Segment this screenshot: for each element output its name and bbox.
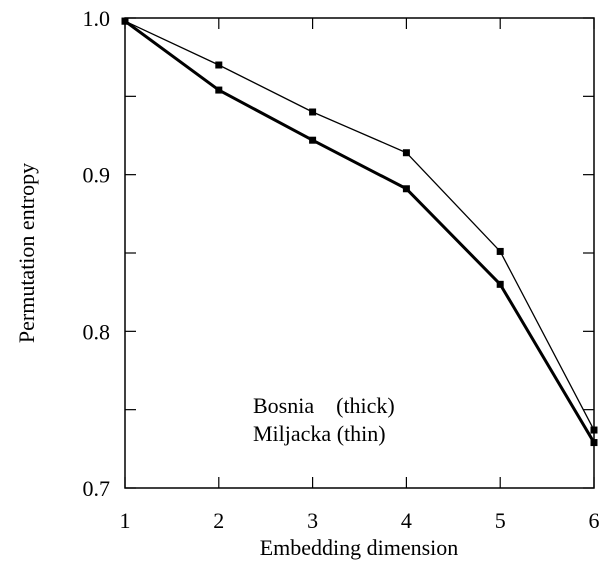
x-tick-label-1: 2 xyxy=(213,508,224,533)
point-bosnia-4 xyxy=(402,185,410,193)
x-tick-label-4: 5 xyxy=(495,508,506,533)
point-miljacka-2 xyxy=(215,61,223,69)
x-tick-label-3: 4 xyxy=(401,508,412,533)
legend-line-miljacka: Miljacka (thin) xyxy=(253,421,386,446)
point-miljacka-5 xyxy=(496,247,504,255)
point-bosnia-3 xyxy=(309,136,317,144)
point-bosnia-6 xyxy=(590,439,598,447)
legend-line-bosnia: Bosnia (thick) xyxy=(253,393,395,418)
series-group xyxy=(121,17,598,447)
x-axis-label: Embedding dimension xyxy=(260,535,459,560)
point-miljacka-6 xyxy=(590,426,598,434)
x-tick-label-2: 3 xyxy=(307,508,318,533)
point-bosnia-5 xyxy=(496,280,504,288)
axis-ticks xyxy=(124,17,595,489)
point-bosnia-2 xyxy=(215,86,223,94)
x-tick-label-5: 6 xyxy=(589,508,599,533)
x-tick-label-0: 1 xyxy=(120,508,131,533)
y-tick-label-2: 0.9 xyxy=(83,163,111,188)
y-tick-labels: 0.7 0.8 0.9 1.0 xyxy=(83,6,111,501)
y-tick-label-0: 0.7 xyxy=(83,476,111,501)
y-tick-label-1: 0.8 xyxy=(83,319,111,344)
series-line-miljacka xyxy=(124,20,595,431)
y-axis-label: Permutation entropy xyxy=(14,163,39,343)
y-tick-label-3: 1.0 xyxy=(83,6,111,31)
series-line-bosnia xyxy=(124,19,596,444)
point-miljacka-1 xyxy=(121,17,129,25)
x-tick-labels: 1 2 3 4 5 6 xyxy=(120,508,599,533)
point-miljacka-3 xyxy=(309,108,317,116)
point-miljacka-4 xyxy=(402,149,410,157)
